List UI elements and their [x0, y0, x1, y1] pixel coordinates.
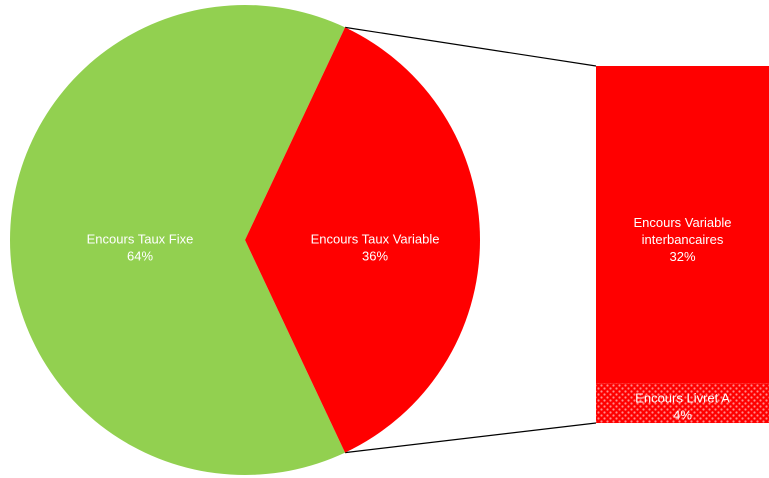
- pie-slice-encours-taux-variable: [245, 27, 480, 453]
- connector-line-top: [344, 26, 597, 67]
- pie: [9, 4, 480, 476]
- pie-slice-encours-taux-fixe: [9, 4, 346, 476]
- bar-segment-encours-livret-a: [596, 383, 769, 423]
- data-labels: Encours Taux Fixe 64% Encours Taux Variabl…: [87, 215, 732, 423]
- breakdown-bar: [596, 66, 769, 423]
- data-label-encours-livret-a: Encours Livret A 4%: [635, 391, 730, 423]
- data-label-encours-taux-fixe: Encours Taux Fixe 64%: [87, 232, 194, 264]
- connector-line-bottom: [344, 422, 597, 454]
- connector-lines: [344, 26, 597, 454]
- bar-segment-encours-variable-interbancaires: [596, 66, 769, 384]
- data-label-encours-variable-interbancaires: Encours Variable interbancaires 32%: [633, 215, 731, 264]
- data-label-encours-taux-variable: Encours Taux Variable 36%: [311, 232, 440, 264]
